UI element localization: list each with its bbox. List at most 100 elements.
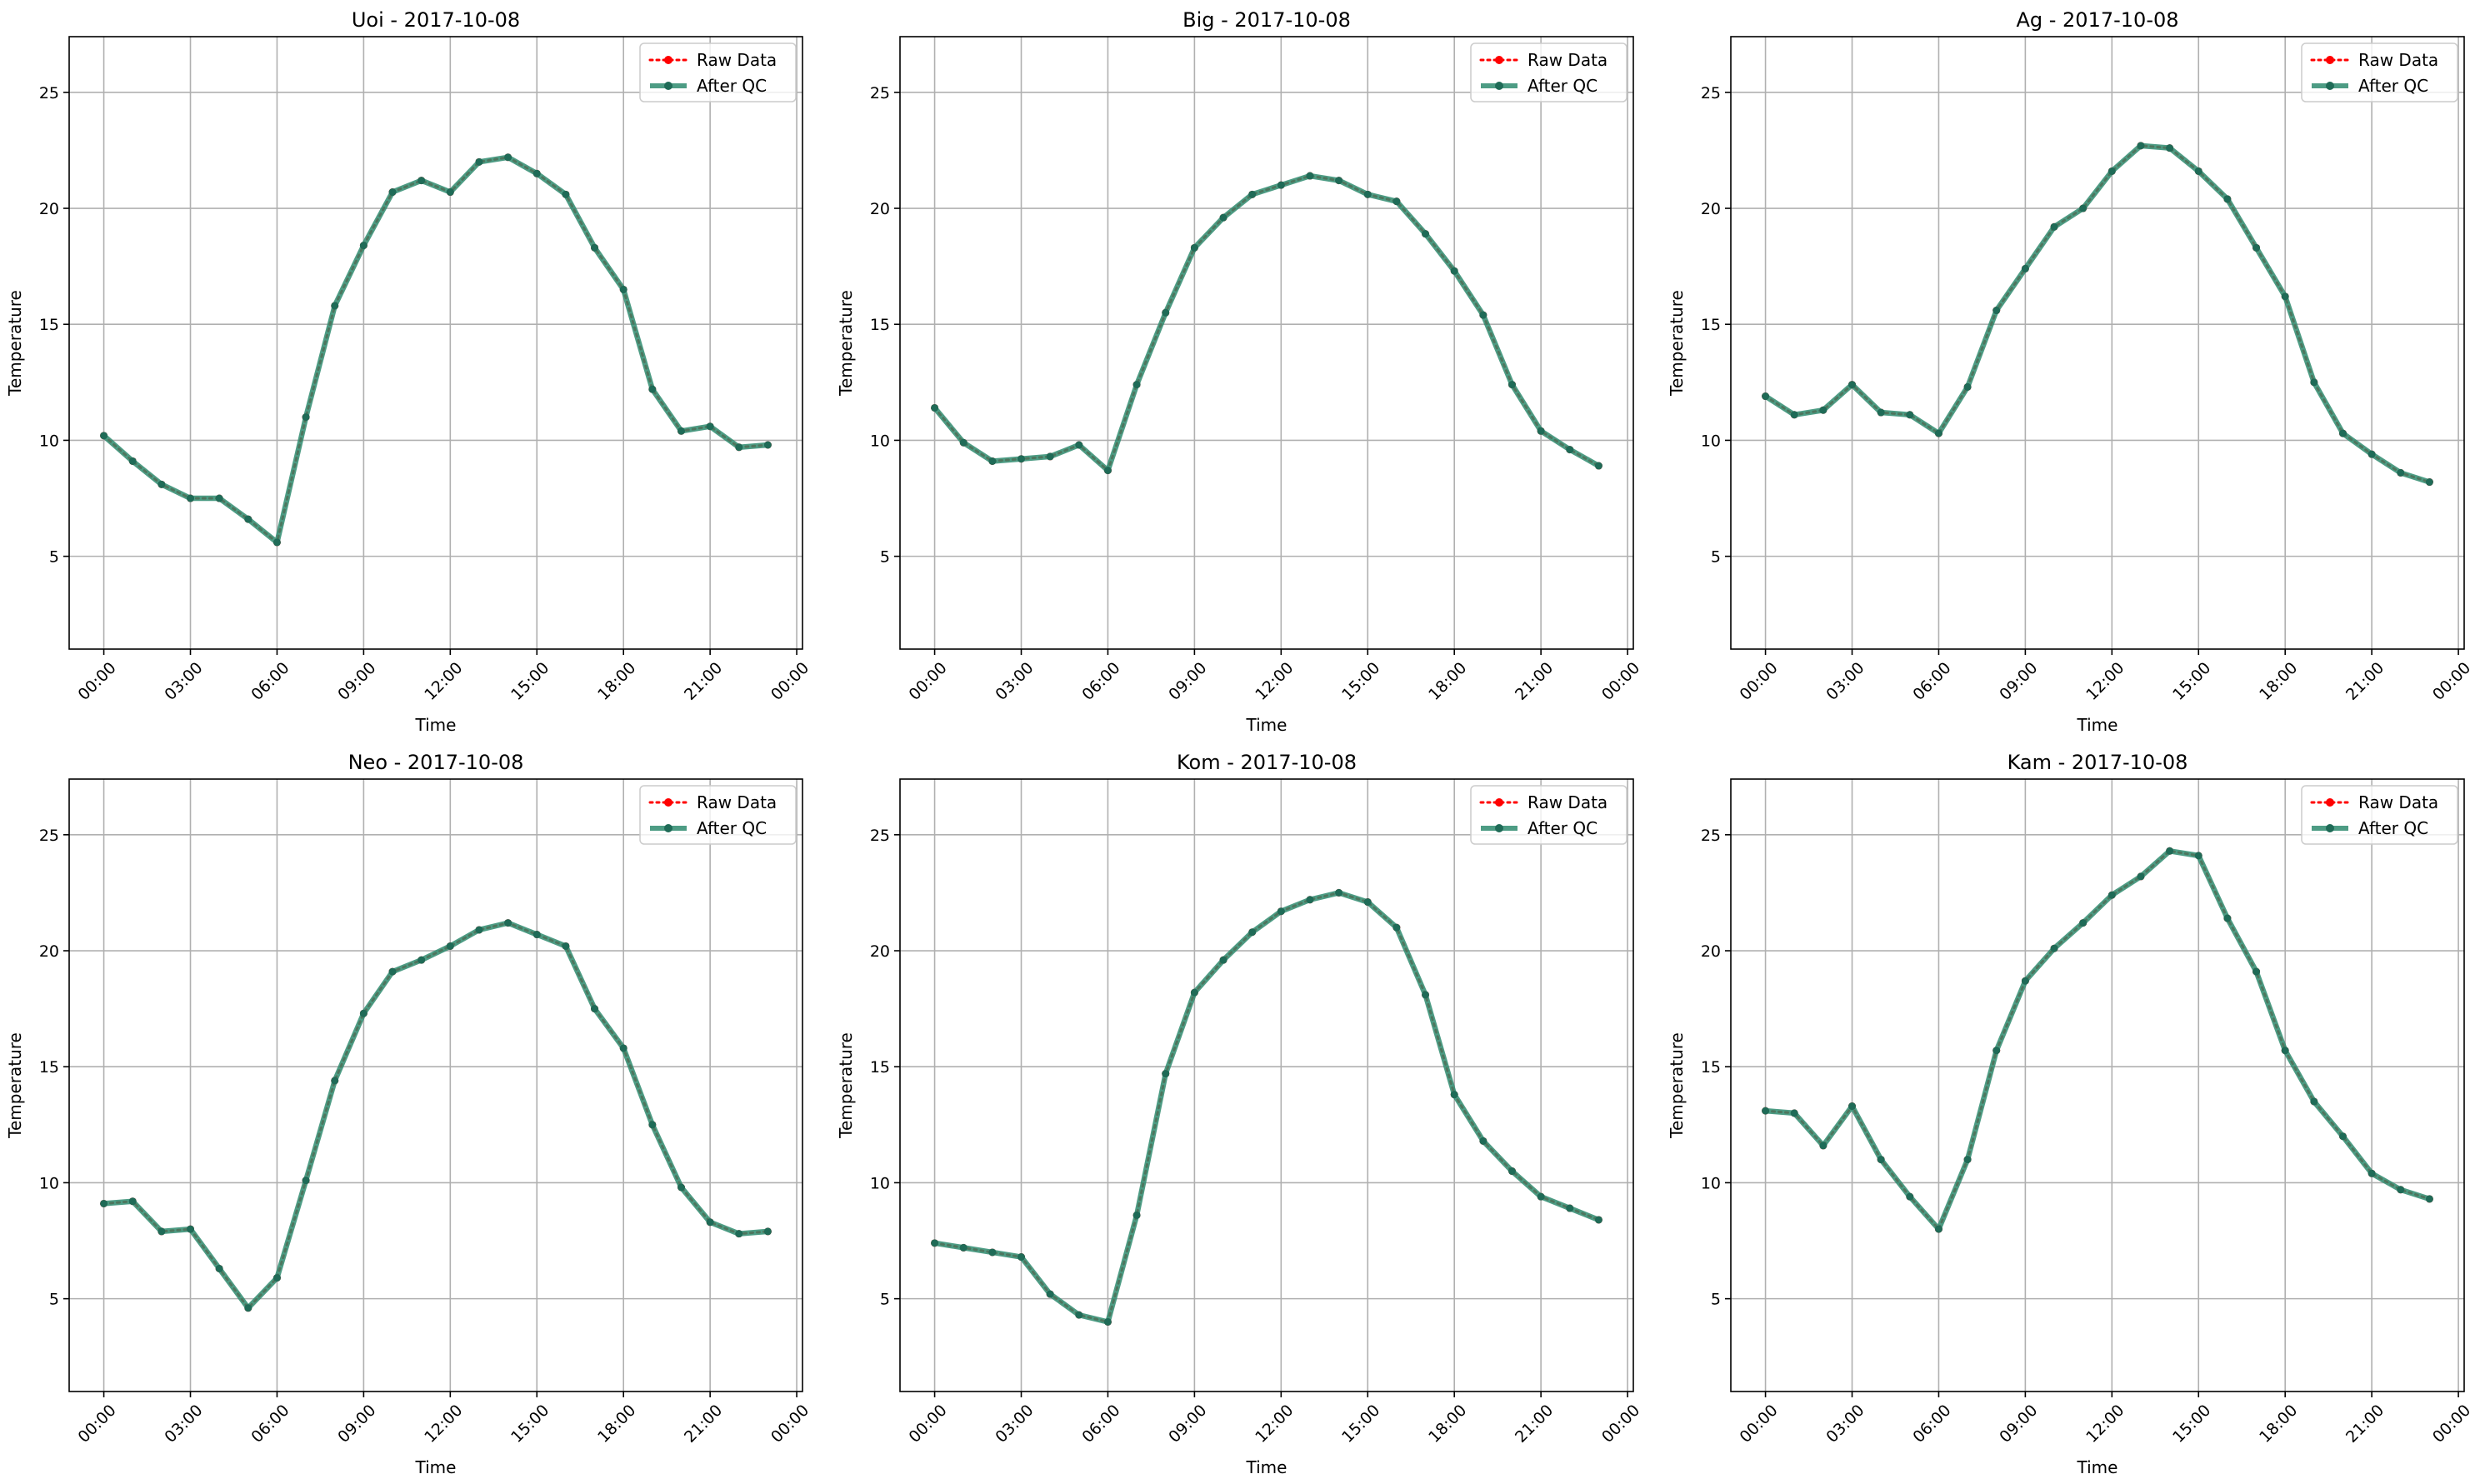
after-qc-data-point (1103, 467, 1112, 475)
after-qc-data-point (1963, 382, 1972, 391)
y-axis-label: Temperature (836, 290, 856, 397)
y-tick-label: 5 (880, 548, 890, 567)
after-qc-data-point (2108, 891, 2116, 899)
after-qc-data-point (959, 438, 968, 447)
panel-2: Big - 2017-10-08 5 10 15 20 25 00:00 03:00 06:00… (836, 8, 1643, 735)
after-qc-data-point (735, 1230, 743, 1238)
after-qc-data-point (562, 942, 570, 950)
after-qc-data-point (648, 385, 657, 393)
legend-raw-marker (2326, 56, 2334, 64)
y-tick-label: 5 (880, 1291, 890, 1309)
series-raw-data-line (1764, 144, 2431, 484)
after-qc-data-point (1934, 429, 1942, 437)
after-qc-data-point (100, 432, 108, 440)
after-qc-data-point (1963, 1156, 1972, 1164)
after-qc-data-point (1537, 427, 1545, 435)
legend: Raw Data After QC (1470, 785, 1628, 845)
after-qc-data-point (2108, 167, 2116, 175)
after-qc-data-point (1132, 381, 1141, 389)
after-qc-data-point (2137, 142, 2145, 150)
x-tick-label: 12:00 (2082, 659, 2128, 704)
y-axis-label: Temperature (1667, 1032, 1687, 1139)
x-tick-label: 21:00 (1512, 659, 1557, 704)
after-qc-data-point (2425, 478, 2433, 487)
after-qc-data-point (763, 1227, 772, 1236)
plot-frame (899, 778, 1634, 1392)
after-qc-data-point (1392, 197, 1401, 206)
after-qc-data-point (532, 169, 541, 177)
after-qc-data-point (331, 302, 339, 310)
legend-after-qc-label: After QC (1528, 818, 1598, 838)
after-qc-data-point (158, 1227, 166, 1236)
legend-raw-label: Raw Data (2358, 50, 2438, 70)
x-tick-label: 12:00 (421, 659, 466, 704)
x-tick-label: 21:00 (1512, 1402, 1557, 1447)
after-qc-data-point (158, 480, 166, 488)
y-tick-label: 25 (39, 84, 59, 102)
x-tick-label: 21:00 (681, 659, 726, 704)
after-qc-data-point (1934, 1225, 1942, 1233)
after-qc-data-point (1508, 1167, 1516, 1176)
x-tick-label: 06:00 (248, 659, 292, 704)
y-tick-label: 20 (1701, 942, 1721, 961)
y-tick-label: 10 (870, 1174, 890, 1192)
legend-raw-label: Raw Data (2358, 792, 2438, 812)
after-qc-data-point (128, 457, 137, 465)
after-qc-data-point (272, 1274, 281, 1282)
series-after-qc-line (1765, 848, 2431, 1232)
panel-4: Neo - 2017-10-08 5 10 15 20 25 00:00 03:00 06:00… (5, 751, 812, 1477)
x-tick-label: 03:00 (1822, 659, 1868, 704)
x-axis-label: Time (415, 1457, 457, 1477)
y-tick-label: 5 (1711, 548, 1721, 567)
x-tick-label: 18:00 (2256, 659, 2301, 704)
x-tick-label: 00:00 (1736, 1402, 1781, 1447)
after-qc-data-point (1046, 452, 1054, 461)
after-qc-data-point (2137, 872, 2145, 881)
after-qc-data-point (504, 919, 512, 927)
after-qc-data-point (272, 538, 281, 547)
after-qc-data-point (2079, 204, 2088, 212)
x-tick-label: 00:00 (74, 659, 119, 704)
after-qc-data-point (1277, 907, 1285, 916)
x-tick-label: 18:00 (594, 659, 639, 704)
y-tick-label: 25 (39, 827, 59, 845)
legend-after-qc-marker (1495, 82, 1503, 90)
legend-after-qc-marker (2326, 82, 2334, 90)
after-qc-data-point (1335, 177, 1343, 185)
after-qc-data-point (244, 515, 252, 523)
legend: Raw Data After QC (2301, 785, 2458, 845)
after-qc-data-point (1306, 896, 1314, 904)
series-after-qc-line (934, 890, 1600, 1325)
legend: Raw Data After QC (1470, 42, 1628, 102)
x-tick-label: 00:00 (1598, 1402, 1643, 1447)
after-qc-data-point (1219, 956, 1228, 964)
after-qc-data-point (215, 494, 223, 502)
after-qc-data-point (244, 1304, 252, 1312)
x-tick-label: 00:00 (1598, 659, 1643, 704)
after-qc-data-point (1422, 991, 1430, 999)
after-qc-data-point (591, 1005, 599, 1013)
after-qc-data-point (2338, 1132, 2347, 1141)
plot-frame (1730, 36, 2465, 650)
chart-title: Big - 2017-10-08 (1182, 8, 1351, 32)
after-qc-data-point (1363, 190, 1372, 198)
after-qc-data-point (1790, 411, 1798, 419)
after-qc-data-point (562, 190, 570, 198)
after-qc-data-point (677, 427, 685, 435)
legend-raw-label: Raw Data (697, 50, 777, 70)
after-qc-data-point (1075, 1311, 1083, 1319)
after-qc-data-point (1479, 311, 1488, 319)
after-qc-data-point (763, 441, 772, 449)
legend-after-qc-label: After QC (2358, 76, 2428, 96)
after-qc-data-point (2397, 468, 2405, 477)
after-qc-data-point (2021, 264, 2029, 272)
x-tick-label: 06:00 (1078, 659, 1123, 704)
y-tick-label: 20 (39, 942, 59, 961)
x-tick-label: 15:00 (508, 1402, 552, 1447)
y-tick-label: 25 (1701, 84, 1721, 102)
x-tick-label: 00:00 (74, 1402, 119, 1447)
after-qc-data-point (1422, 230, 1430, 238)
after-qc-data-point (359, 242, 368, 250)
after-qc-data-point (2310, 1097, 2318, 1106)
y-tick-label: 15 (39, 1058, 59, 1077)
